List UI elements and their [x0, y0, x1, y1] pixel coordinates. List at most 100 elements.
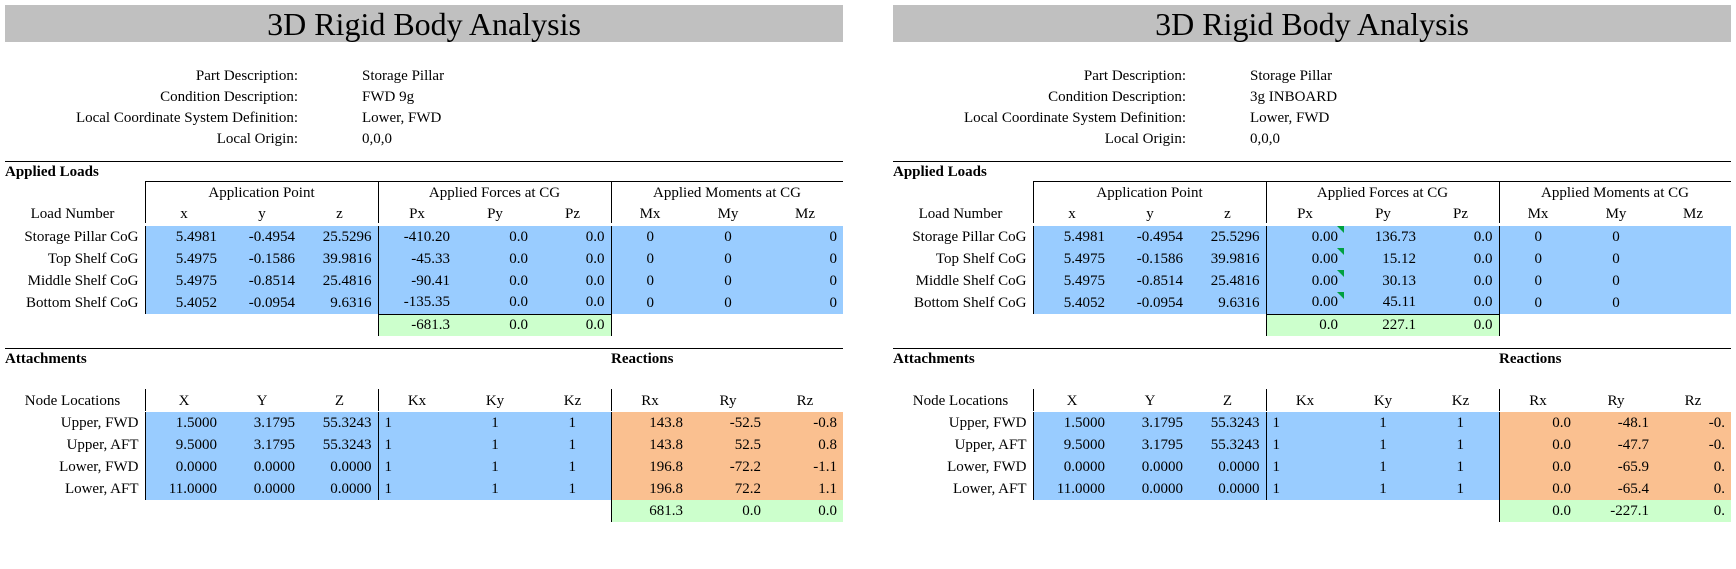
z-cell[interactable]: 9.6316	[1189, 292, 1266, 314]
info-value[interactable]: 0,0,0	[1250, 131, 1280, 147]
x-cell[interactable]: 5.4975	[1033, 248, 1111, 270]
kz-cell[interactable]: 1	[1422, 456, 1499, 478]
py-cell[interactable]: 136.73	[1344, 226, 1422, 248]
x-cell[interactable]: 11.0000	[145, 478, 223, 500]
px-cell[interactable]: 0.00	[1265, 292, 1344, 315]
y-cell[interactable]: 0.0000	[223, 456, 301, 478]
kx-cell[interactable]: 1	[1265, 412, 1344, 434]
info-value[interactable]: Lower, FWD	[362, 110, 442, 126]
ky-cell[interactable]: 1	[1344, 478, 1422, 500]
x-cell[interactable]: 9.5000	[1033, 434, 1111, 456]
x-cell[interactable]: 1.5000	[145, 412, 223, 434]
my-cell[interactable]: 0	[1577, 226, 1655, 248]
y-cell[interactable]: -0.4954	[1111, 226, 1189, 248]
z-cell[interactable]: 39.9816	[1189, 248, 1266, 270]
px-cell[interactable]: 0.00	[1265, 270, 1344, 292]
z-cell[interactable]: 25.4816	[301, 270, 378, 292]
kz-cell[interactable]: 1	[1422, 412, 1499, 434]
kx-cell[interactable]: 1	[1265, 478, 1344, 500]
px-cell[interactable]: 0.00	[1265, 226, 1344, 248]
info-value[interactable]: 0,0,0	[362, 131, 392, 147]
mx-cell[interactable]: 0	[1498, 248, 1577, 270]
mx-cell[interactable]: 0	[1498, 292, 1577, 314]
kz-cell[interactable]: 1	[534, 456, 611, 478]
z-cell[interactable]: 55.3243	[301, 434, 378, 456]
x-cell[interactable]: 5.4981	[145, 226, 223, 248]
info-value[interactable]: Storage Pillar	[362, 68, 445, 84]
kx-cell[interactable]: 1	[1265, 434, 1344, 456]
mz-cell[interactable]: 0	[767, 248, 843, 270]
mz-cell[interactable]	[1655, 292, 1731, 314]
x-cell[interactable]: 5.4981	[1033, 226, 1111, 248]
z-cell[interactable]: 0.0000	[1189, 478, 1266, 500]
info-value[interactable]: Storage Pillar	[1250, 68, 1333, 84]
my-cell[interactable]: 0	[1577, 248, 1655, 270]
mx-cell[interactable]: 0	[610, 292, 689, 314]
x-cell[interactable]: 5.4975	[1033, 270, 1111, 292]
kz-cell[interactable]: 1	[534, 412, 611, 434]
my-cell[interactable]: 0	[689, 248, 767, 270]
z-cell[interactable]: 39.9816	[301, 248, 378, 270]
y-cell[interactable]: -0.1586	[223, 248, 301, 270]
mz-cell[interactable]	[1655, 248, 1731, 270]
pz-cell[interactable]: 0.0	[1422, 226, 1499, 248]
y-cell[interactable]: -0.4954	[223, 226, 301, 248]
y-cell[interactable]: 0.0000	[1111, 478, 1189, 500]
my-cell[interactable]: 0	[689, 270, 767, 292]
py-cell[interactable]: 15.12	[1344, 248, 1422, 270]
x-cell[interactable]: 0.0000	[1033, 456, 1111, 478]
mz-cell[interactable]: 0	[767, 292, 843, 314]
info-value[interactable]: FWD 9g	[362, 89, 415, 105]
pz-cell[interactable]: 0.0	[534, 270, 611, 292]
y-cell[interactable]: 3.1795	[223, 434, 301, 456]
y-cell[interactable]: -0.0954	[1111, 292, 1189, 314]
x-cell[interactable]: 5.4052	[145, 292, 223, 314]
py-cell[interactable]: 30.13	[1344, 270, 1422, 292]
py-cell[interactable]: 0.0	[456, 292, 534, 315]
z-cell[interactable]: 0.0000	[1189, 456, 1266, 478]
x-cell[interactable]: 5.4975	[145, 248, 223, 270]
x-cell[interactable]: 0.0000	[145, 456, 223, 478]
y-cell[interactable]: 3.1795	[1111, 434, 1189, 456]
ky-cell[interactable]: 1	[456, 456, 534, 478]
pz-cell[interactable]: 0.0	[1422, 270, 1499, 292]
py-cell[interactable]: 0.0	[456, 270, 534, 292]
pz-cell[interactable]: 0.0	[534, 226, 611, 248]
z-cell[interactable]: 55.3243	[1189, 434, 1266, 456]
kz-cell[interactable]: 1	[534, 478, 611, 500]
kx-cell[interactable]: 1	[377, 412, 456, 434]
x-cell[interactable]: 11.0000	[1033, 478, 1111, 500]
my-cell[interactable]: 0	[689, 292, 767, 314]
x-cell[interactable]: 9.5000	[145, 434, 223, 456]
kz-cell[interactable]: 1	[1422, 434, 1499, 456]
py-cell[interactable]: 45.11	[1344, 292, 1422, 315]
mz-cell[interactable]: 0	[767, 270, 843, 292]
mx-cell[interactable]: 0	[610, 248, 689, 270]
pz-cell[interactable]: 0.0	[1422, 292, 1499, 315]
y-cell[interactable]: -0.8514	[1111, 270, 1189, 292]
x-cell[interactable]: 5.4975	[145, 270, 223, 292]
y-cell[interactable]: -0.0954	[223, 292, 301, 314]
px-cell[interactable]: -45.33	[377, 248, 456, 270]
ky-cell[interactable]: 1	[1344, 434, 1422, 456]
info-value[interactable]: 3g INBOARD	[1250, 89, 1338, 105]
mz-cell[interactable]	[1655, 226, 1731, 248]
kx-cell[interactable]: 1	[1265, 456, 1344, 478]
pz-cell[interactable]: 0.0	[534, 292, 611, 315]
mx-cell[interactable]: 0	[1498, 226, 1577, 248]
px-cell[interactable]: -135.35	[377, 292, 456, 315]
pz-cell[interactable]: 0.0	[534, 248, 611, 270]
x-cell[interactable]: 1.5000	[1033, 412, 1111, 434]
kx-cell[interactable]: 1	[377, 434, 456, 456]
z-cell[interactable]: 0.0000	[301, 478, 378, 500]
z-cell[interactable]: 25.5296	[1189, 226, 1266, 248]
kz-cell[interactable]: 1	[534, 434, 611, 456]
py-cell[interactable]: 0.0	[456, 248, 534, 270]
mx-cell[interactable]: 0	[610, 226, 689, 248]
kx-cell[interactable]: 1	[377, 456, 456, 478]
y-cell[interactable]: -0.1586	[1111, 248, 1189, 270]
pz-cell[interactable]: 0.0	[1422, 248, 1499, 270]
y-cell[interactable]: 0.0000	[223, 478, 301, 500]
x-cell[interactable]: 5.4052	[1033, 292, 1111, 314]
kz-cell[interactable]: 1	[1422, 478, 1499, 500]
